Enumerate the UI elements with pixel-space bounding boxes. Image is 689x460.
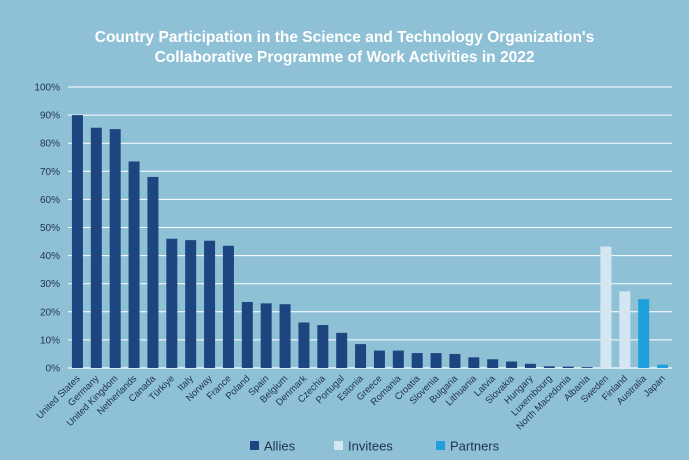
legend-swatch-allies [250,441,259,450]
bar-estonia [355,344,367,368]
bar-luxembourg [543,366,555,368]
bar-albania [581,367,593,368]
bar-slovakia [506,361,518,368]
bar-japan [657,364,669,368]
legend-swatch-partners [436,441,445,450]
bar-bulgaria [449,353,461,368]
bar-norway [204,240,216,368]
legend-label-invitees: Invitees [348,439,393,454]
bar-portugal [336,332,348,368]
bar-canada [147,176,159,368]
bar-czechia [317,325,329,368]
x-category-label: Japan [642,373,668,399]
bar-united-states [71,115,83,368]
bar-spain [260,303,272,368]
bar-finland [619,291,631,368]
chart-title-line-1: Country Participation in the Science and… [94,29,595,46]
bar-poland [241,301,253,368]
y-tick-label: 40% [40,251,60,262]
bar-germany [90,127,102,369]
bar-latvia [487,359,499,368]
chart-title-line-2: Collaborative Programme of Work Activiti… [154,49,535,66]
bar-north-macedonia [562,366,574,368]
bar-slovenia [430,353,442,368]
bar-italy [185,240,197,368]
bar-hungary [524,363,536,368]
chart-title: Country Participation in the Science and… [0,28,689,68]
y-tick-label: 20% [40,307,60,318]
bar-netherlands [128,161,140,368]
y-tick-label: 30% [40,279,60,290]
bar-france [222,245,234,368]
legend-swatch-invitees [334,441,343,450]
y-tick-label: 90% [40,111,60,122]
legend-label-allies: Allies [264,439,296,454]
y-tick-label: 60% [40,195,60,206]
bar-united-kingdom [109,129,121,368]
bar-croatia [411,353,423,368]
y-tick-label: 0% [46,364,61,375]
bar-denmark [298,322,310,368]
y-tick-label: 100% [34,83,60,94]
bar-greece [373,350,385,368]
y-tick-label: 80% [40,139,60,150]
legend-label-partners: Partners [450,439,500,454]
y-tick-label: 50% [40,223,60,234]
bar-sweden [600,246,612,368]
bar-lithuania [468,357,480,368]
bar-romania [392,350,404,368]
y-tick-label: 70% [40,167,60,178]
bar-australia [638,299,650,368]
bar-t-rkiye [166,238,178,368]
y-tick-label: 10% [40,335,60,346]
bar-belgium [279,304,291,368]
